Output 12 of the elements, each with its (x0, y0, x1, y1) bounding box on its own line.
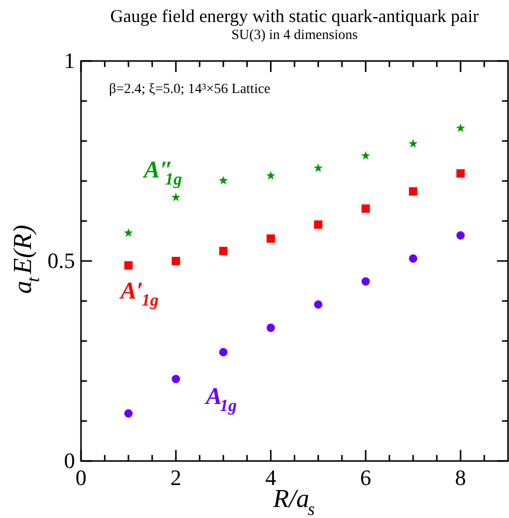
y-tick-label: 0.5 (48, 248, 75, 273)
x-tick-label: 6 (360, 465, 372, 490)
series-label: A″1g (142, 157, 183, 189)
x-tick-label: 2 (170, 465, 182, 490)
x-tick-label: 4 (265, 465, 276, 490)
chart-subtitle: SU(3) in 4 dimensions (231, 28, 358, 43)
y-tick-label: 1 (64, 48, 75, 73)
annotation: β=2.4; ξ=5.0; 14³×56 Lattice (109, 82, 270, 97)
chart-title: Gauge field energy with static quark-antiquark pair (110, 6, 479, 26)
y-tick-label: 0 (64, 448, 75, 473)
x-tick-label: 8 (455, 465, 466, 490)
y-axis-title: atE(R) (8, 224, 43, 294)
